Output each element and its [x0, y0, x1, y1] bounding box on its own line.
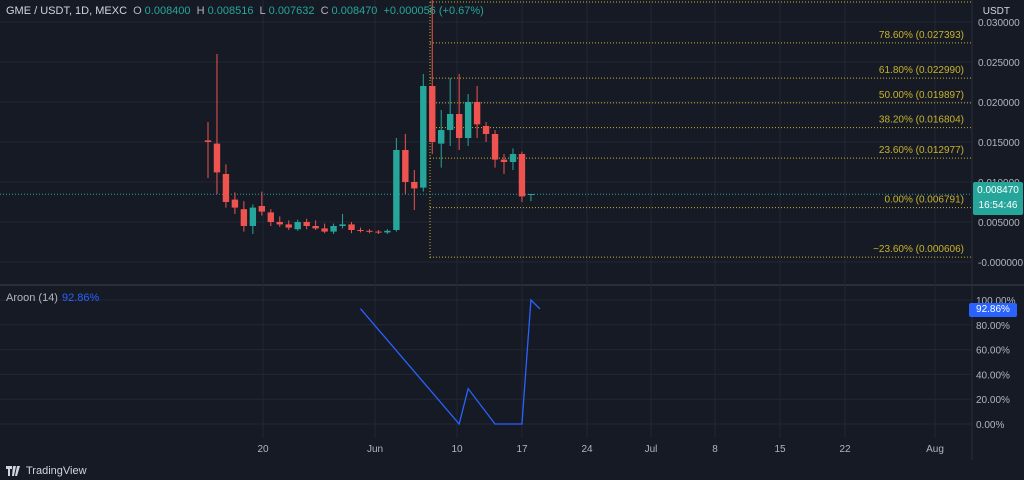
- current-price: 0.008470: [977, 185, 1019, 196]
- candle-body: [384, 230, 391, 233]
- symbol-header: GME / USDT, 1D, MEXC O 0.008400 H 0.008516…: [6, 5, 487, 17]
- x-axis-label: Aug: [926, 444, 944, 455]
- candle-body: [303, 222, 310, 226]
- candle-body: [213, 143, 221, 173]
- close-value: 0.008470: [331, 5, 378, 17]
- x-axis-label: 8: [712, 444, 718, 455]
- price-axis-label: 0.015000: [978, 138, 1020, 149]
- candle-body: [276, 222, 283, 225]
- aroon-axis-label: 80.00%: [976, 321, 1010, 332]
- aroon-value-tag: 92.86%: [969, 303, 1017, 317]
- candle-body: [258, 206, 266, 212]
- candle-body: [393, 150, 400, 230]
- candle-body: [222, 174, 230, 202]
- close-label: C: [320, 5, 329, 17]
- x-axis-label: 15: [774, 444, 786, 455]
- candle-body: [482, 126, 490, 134]
- aroon-axis-label: 100.00%: [976, 296, 1016, 307]
- candle-body: [464, 102, 472, 138]
- x-axis-label: 24: [581, 444, 593, 455]
- aroon-value: 92.86%: [61, 292, 100, 304]
- aroon-axis-label: 0.00%: [976, 420, 1004, 431]
- candle-body: [321, 228, 328, 232]
- candle-body: [375, 231, 382, 233]
- high-label: H: [196, 5, 205, 17]
- price-axis-label: 0.030000: [978, 18, 1020, 29]
- candle-body: [348, 224, 355, 230]
- low-label: L: [259, 5, 266, 17]
- candle-body: [438, 130, 445, 144]
- fib-level-label: 38.20% (0.016804): [879, 115, 964, 126]
- candle-body: [339, 224, 346, 226]
- candle-body: [473, 102, 481, 125]
- aroon-legend[interactable]: Aroon (14) 92.86%: [6, 292, 99, 304]
- price-axis-label: 0.020000: [978, 98, 1020, 109]
- tradingview-label: TradingView: [26, 465, 87, 477]
- fib-level-label: 50.00% (0.019897): [879, 90, 964, 101]
- aroon-line: [359, 298, 541, 426]
- aroon-name: Aroon (14): [6, 292, 58, 304]
- candle-body: [455, 114, 463, 138]
- tradingview-logo-icon: [6, 466, 20, 476]
- candle-body: [357, 230, 364, 231]
- fib-level-label: 78.60% (0.027393): [879, 30, 964, 41]
- current-price-tag: 0.008470 16:54:46: [973, 182, 1023, 215]
- fib-level-label: −23.60% (0.000606): [873, 244, 964, 255]
- candle-body: [294, 222, 301, 230]
- candle-body: [429, 86, 436, 142]
- candle-body: [285, 224, 292, 228]
- candle-body: [500, 159, 508, 162]
- candle-body: [249, 207, 257, 226]
- fib-level-label: 23.60% (0.012977): [879, 145, 964, 156]
- fib-level-label: 61.80% (0.022990): [879, 65, 964, 76]
- tradingview-brand[interactable]: TradingView: [6, 465, 87, 477]
- candle-body: [411, 182, 418, 189]
- candle-body: [312, 226, 319, 229]
- candle-body: [330, 226, 337, 232]
- x-axis-label: 10: [451, 444, 463, 455]
- candle-body: [267, 212, 274, 222]
- candle-body: [518, 154, 526, 197]
- candle-body: [366, 230, 373, 232]
- open-value: 0.008400: [144, 5, 191, 17]
- price-axis-label: 0.025000: [978, 58, 1020, 69]
- candle-body: [420, 86, 427, 188]
- open-label: O: [133, 5, 142, 17]
- candle-body: [231, 199, 239, 208]
- candle-body: [402, 150, 409, 182]
- x-axis-label: Jun: [367, 444, 383, 455]
- price-axis-label: -0.000000: [978, 258, 1023, 269]
- change-value: +0.000056 (+0.67%): [383, 5, 484, 17]
- price-axis-label: 0.005000: [978, 218, 1020, 229]
- candle-body: [204, 140, 212, 142]
- symbol-title[interactable]: GME / USDT, 1D, MEXC: [6, 5, 128, 17]
- candle-body: [527, 194, 535, 195]
- aroon-axis-label: 40.00%: [976, 370, 1010, 381]
- candle-body: [446, 114, 454, 130]
- candle-body: [240, 209, 248, 226]
- candle-body: [491, 134, 499, 160]
- low-value: 0.007632: [268, 5, 315, 17]
- x-axis-label: 17: [516, 444, 528, 455]
- candle-body: [509, 154, 517, 162]
- aroon-axis-label: 20.00%: [976, 395, 1010, 406]
- high-value: 0.008516: [207, 5, 254, 17]
- x-axis-label: 20: [257, 444, 269, 455]
- fib-level-label: 0.00% (0.006791): [884, 195, 964, 206]
- aroon-axis-label: 60.00%: [976, 346, 1010, 357]
- currency-unit-label[interactable]: USDT: [978, 4, 1014, 19]
- x-axis-label: Jul: [645, 444, 658, 455]
- x-axis-label: 22: [839, 444, 851, 455]
- countdown-timer: 16:54:46: [978, 200, 1018, 211]
